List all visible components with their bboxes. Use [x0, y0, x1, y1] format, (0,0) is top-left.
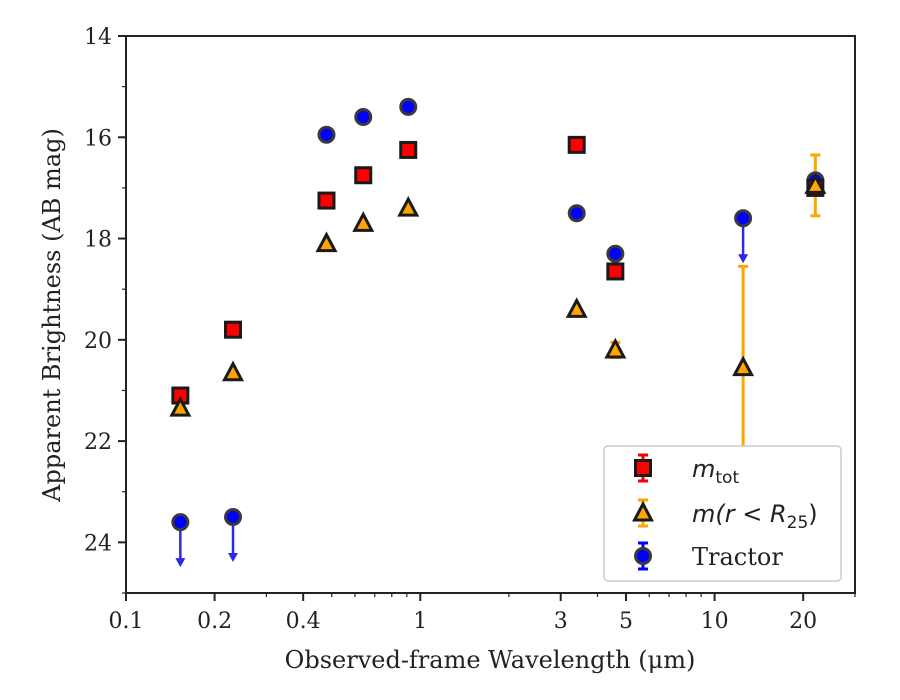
- plot-area: [169, 97, 827, 568]
- y-axis-title: Apparent Brightness (AB mag): [38, 128, 66, 503]
- legend-marker-triangle: [632, 500, 654, 522]
- legend-marker-square: [634, 459, 652, 477]
- legend-box: [603, 445, 842, 582]
- data-point-square: [224, 320, 243, 339]
- legend: mtot m(r < R25) Tractor: [603, 445, 842, 582]
- data-point-square: [399, 140, 418, 159]
- data-point-triangle: [732, 355, 755, 377]
- upper-limit-arrow-head: [228, 553, 239, 563]
- data-point-square: [567, 135, 586, 154]
- data-point-circle: [734, 209, 753, 228]
- data-point-circle: [567, 204, 586, 223]
- legend-label-subscript: 25: [787, 513, 809, 533]
- data-point-triangle: [397, 195, 420, 217]
- x-tick-label: 0.2: [197, 609, 232, 634]
- legend-label: m(r < R25): [692, 500, 818, 533]
- data-point-triangle: [352, 211, 375, 232]
- y-tick-label: 18: [84, 228, 112, 253]
- x-tick-label: 3: [554, 609, 568, 634]
- legend-label-subscript: tot: [715, 468, 739, 488]
- x-tick-label: 10: [701, 609, 729, 634]
- data-point-circle: [171, 513, 190, 532]
- data-point-square: [317, 191, 336, 210]
- x-tick-label: 0.1: [109, 609, 144, 634]
- y-tick-label: 22: [84, 430, 112, 455]
- legend-label-main: Tractor: [692, 543, 783, 571]
- legend-label: Tractor: [692, 543, 783, 571]
- y-tick-label: 24: [84, 531, 112, 556]
- y-tick-label: 20: [84, 329, 112, 354]
- legend-label: mtot: [692, 455, 739, 488]
- series-circle: [171, 97, 825, 532]
- data-point-triangle: [804, 173, 827, 194]
- x-axis: 0.1 0.2 0.4 1 3 5 10 20: [109, 593, 856, 634]
- legend-label-end: ): [808, 500, 817, 528]
- y-tick-label: 16: [84, 126, 112, 151]
- data-point-triangle: [222, 360, 245, 382]
- data-point-square: [606, 262, 625, 281]
- series-square: [171, 135, 825, 405]
- data-point-circle: [224, 508, 243, 527]
- data-point-circle: [399, 97, 418, 116]
- series-triangle: [169, 173, 827, 417]
- x-tick-label: 5: [619, 609, 633, 634]
- x-tick-label: 20: [789, 609, 817, 634]
- data-point-square: [354, 166, 373, 185]
- data-point-circle: [317, 125, 336, 144]
- data-point-triangle: [169, 395, 192, 417]
- x-tick-label: 1: [413, 609, 427, 634]
- upper-limit-arrow-head: [738, 254, 749, 264]
- legend-entry: Tractor: [634, 541, 783, 571]
- y-tick-label: 14: [84, 25, 112, 50]
- legend-label-main: m: [692, 455, 715, 483]
- legend-entry: mtot: [634, 453, 739, 488]
- data-point-circle: [354, 108, 373, 127]
- data-point-triangle: [565, 297, 588, 318]
- x-axis-title: Observed-frame Wavelength (μm): [285, 646, 696, 674]
- data-point-triangle: [604, 337, 627, 359]
- upper-limit-arrow-head: [175, 558, 186, 568]
- data-point-triangle: [315, 231, 338, 253]
- x-tick-label: 0.4: [286, 609, 321, 634]
- data-point-circle: [606, 244, 625, 263]
- plot-frame: [125, 35, 856, 594]
- legend-label-main: m(r < R: [692, 500, 787, 528]
- y-axis: 14 16 18 20 22 24: [84, 25, 126, 594]
- legend-entry: m(r < R25): [632, 498, 818, 533]
- legend-marker-circle: [634, 547, 652, 565]
